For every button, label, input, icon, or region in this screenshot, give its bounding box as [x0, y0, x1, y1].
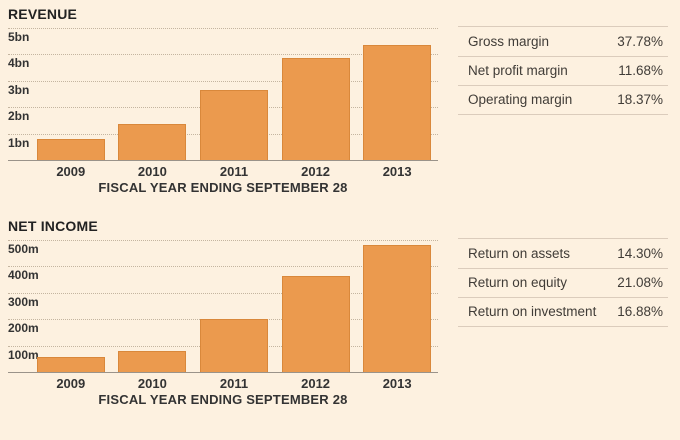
bar-2011[interactable]: [200, 90, 268, 160]
metric-label: Gross margin: [468, 33, 550, 49]
y-tick-label-500m: 500m: [8, 242, 39, 256]
bar-2011[interactable]: [200, 319, 268, 372]
x-tick-label-2012: 2012: [301, 376, 331, 391]
y-tick-label-5bn: 5bn: [8, 30, 30, 44]
gridline-4bn: [8, 54, 438, 56]
net-income-x-axis-labels: 2009 2010 2011 2012 2013: [30, 376, 438, 391]
x-tick-label-2013: 2013: [382, 376, 412, 391]
return-metrics-table: Return on assets 14.30% Return on equity 21…: [458, 238, 668, 327]
metric-value: 11.68%: [618, 63, 663, 79]
metric-label: Return on equity: [468, 275, 568, 291]
bar-2012[interactable]: [281, 58, 350, 160]
y-tick-label-100m: 100m: [8, 347, 39, 362]
metric-label: Return on assets: [468, 245, 571, 261]
x-tick-label-2010: 2010: [137, 164, 167, 179]
metric-row: Return on investment 16.88%: [458, 297, 668, 327]
bar-2010[interactable]: [118, 124, 187, 160]
net-income-chart: NET INCOME 500m 400m 300m 200m 100m 2009 2010…: [0, 212, 445, 440]
metric-row: Net profit margin 11.68%: [458, 55, 668, 86]
bar-2009[interactable]: [36, 139, 105, 160]
x-tick-label-2011: 2011: [219, 164, 249, 179]
gridline-5bn: [8, 28, 438, 29]
y-tick-label-200m: 200m: [8, 321, 39, 336]
revenue-chart: REVENUE 5bn 4bn 3bn 2bn 1bn 2009 2010 2011 2012…: [0, 0, 445, 212]
x-tick-label-2013: 2013: [382, 164, 412, 179]
revenue-x-axis-labels: 2009 2010 2011 2012 2013: [30, 164, 438, 179]
revenue-x-axis-title: FISCAL YEAR ENDING SEPTEMBER 28: [98, 180, 348, 195]
y-tick-label-3bn: 3bn: [8, 82, 30, 97]
metric-row: Return on assets 14.30%: [458, 238, 668, 268]
bar-2010[interactable]: [118, 350, 187, 372]
metric-label: Net profit margin: [468, 63, 568, 79]
metric-label: Return on investment: [468, 304, 597, 320]
revenue-panel: REVENUE 5bn 4bn 3bn 2bn 1bn 2009 2010 2011 2012…: [0, 0, 680, 212]
bar-2012[interactable]: [281, 276, 350, 372]
x-tick-label-2009: 2009: [56, 376, 86, 391]
metric-row: Gross margin 37.78%: [458, 26, 668, 56]
bar-2009[interactable]: [36, 357, 105, 372]
metric-value: 16.88%: [617, 304, 663, 320]
revenue-plot-area: 5bn 4bn 3bn 2bn 1bn: [8, 28, 438, 161]
y-tick-label-1bn: 1bn: [8, 135, 30, 150]
net-income-x-axis-title: FISCAL YEAR ENDING SEPTEMBER 28: [98, 392, 348, 407]
metric-value: 14.30%: [617, 245, 663, 261]
metric-value: 18.37%: [617, 92, 663, 108]
net-income-plot-area: 500m 400m 300m 200m 100m: [8, 240, 438, 373]
x-tick-label-2009: 2009: [56, 164, 86, 179]
x-tick-label-2011: 2011: [219, 376, 249, 391]
bar-2013[interactable]: [363, 244, 432, 372]
chart-title-net-income: NET INCOME: [8, 218, 98, 234]
y-tick-label-400m: 400m: [8, 268, 39, 283]
chart-title-revenue: REVENUE: [8, 6, 78, 22]
metric-row: Return on equity 21.08%: [458, 267, 668, 298]
gridline-300m: [8, 292, 438, 294]
x-tick-label-2012: 2012: [301, 164, 331, 179]
x-tick-label-2010: 2010: [137, 376, 167, 391]
y-tick-label-2bn: 2bn: [8, 109, 30, 124]
metric-label: Operating margin: [468, 92, 573, 108]
gridline-400m: [8, 266, 438, 268]
metric-row: Operating margin 18.37%: [458, 85, 668, 115]
net-income-panel: NET INCOME 500m 400m 300m 200m 100m 2009 2010…: [0, 212, 680, 440]
y-tick-label-300m: 300m: [8, 294, 39, 309]
y-tick-label-4bn: 4bn: [8, 56, 30, 71]
gridline-500m: [8, 240, 438, 241]
bar-2013[interactable]: [363, 44, 432, 160]
gridline-3bn: [8, 80, 438, 82]
metric-value: 37.78%: [617, 33, 663, 49]
metric-value: 21.08%: [617, 275, 663, 291]
margin-metrics-table: Gross margin 37.78% Net profit margin 11.68…: [458, 26, 668, 115]
